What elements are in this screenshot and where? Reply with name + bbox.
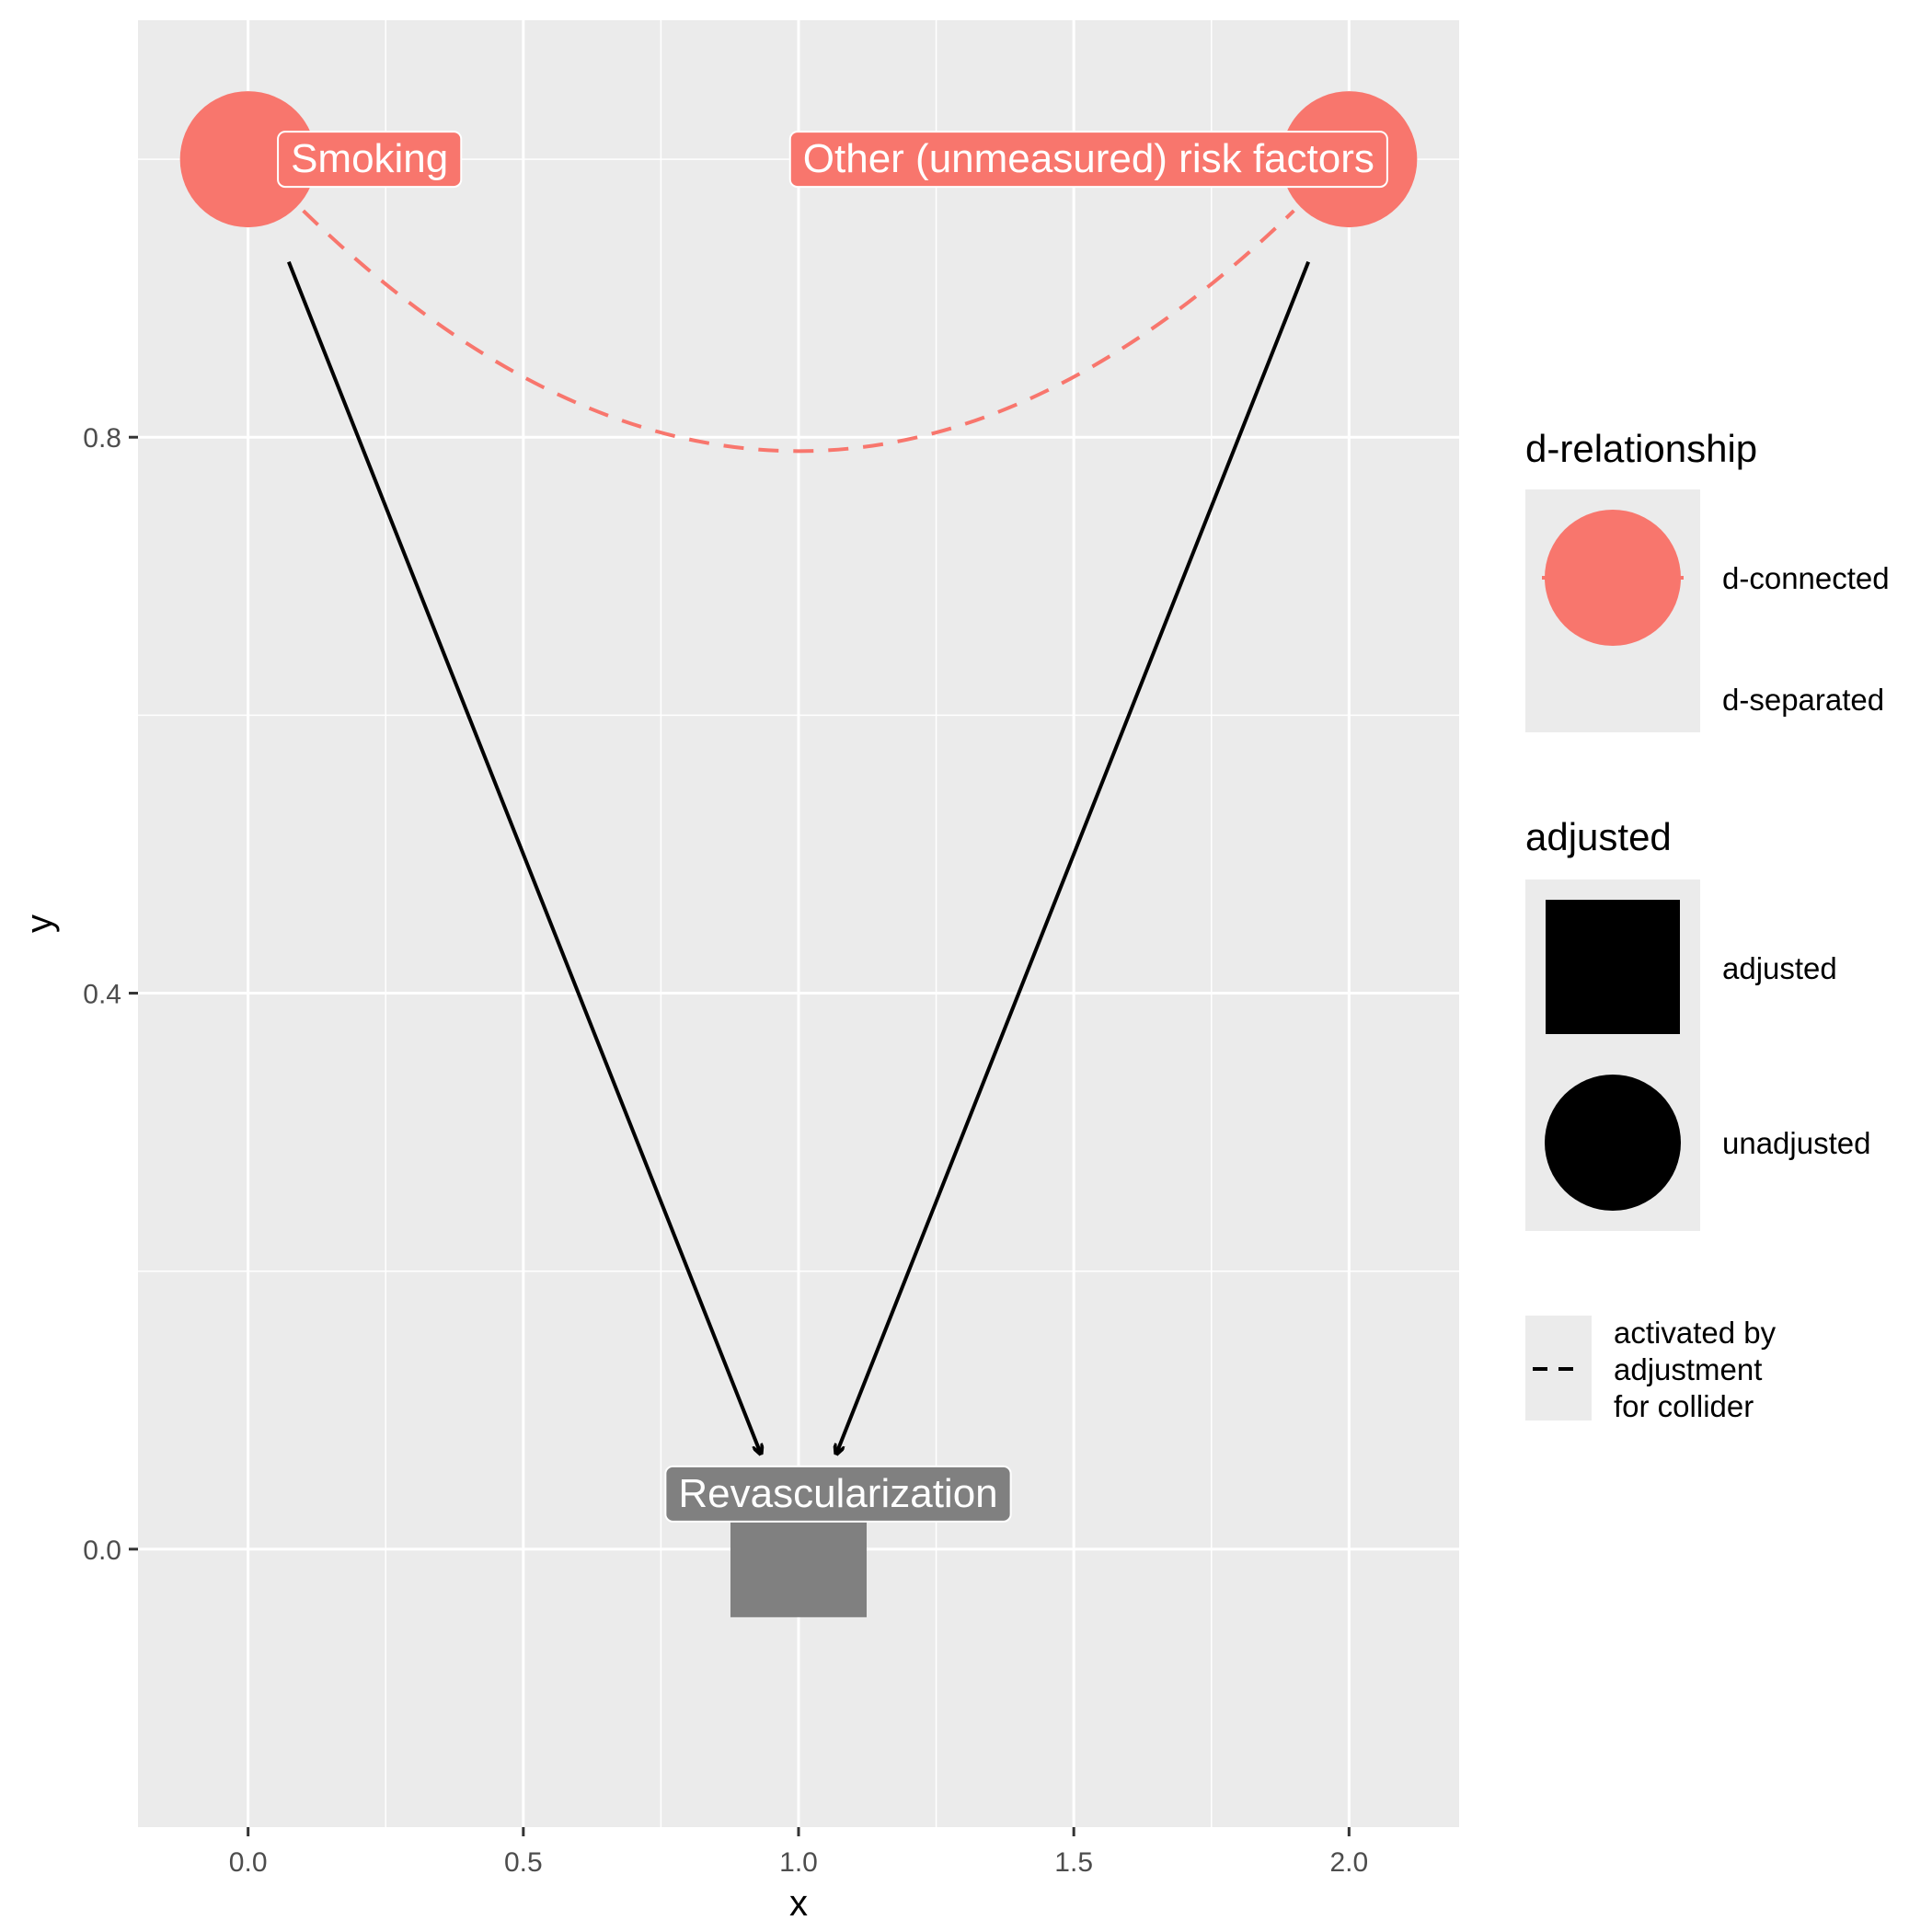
legend-d-connected-label: d-connected: [1722, 561, 1890, 595]
legend-linetype-label-line1: activated by: [1614, 1316, 1777, 1350]
label-smoking: Smoking: [277, 131, 463, 189]
legend-unadjusted-circle-icon: [1545, 1075, 1681, 1211]
edge-other-to-revasc: [836, 260, 1311, 1454]
legend-adjusted-square-icon: [1546, 900, 1680, 1034]
legend-unadjusted-label: unadjusted: [1722, 1126, 1870, 1160]
label-text: Other (unmeasured) risk factors: [803, 136, 1374, 181]
legend-linetype: activated by adjustment for collider: [1525, 1316, 1777, 1423]
legend-adjusted-title: adjusted: [1525, 815, 1672, 858]
dashed-collider-edge: [302, 209, 1295, 454]
legend-d-separated-label: d-separated: [1722, 683, 1884, 717]
legend-d-relationship-title: d-relationship: [1525, 427, 1757, 470]
edge-smoking-to-revasc: [286, 260, 761, 1454]
x-tick-label: 2.0: [1329, 1847, 1368, 1878]
x-axis: 0.0 0.5 1.0 1.5 2.0: [229, 1827, 1368, 1878]
y-tick-label: 0.0: [83, 1535, 121, 1566]
legend-d-connected-circle: [1545, 510, 1681, 646]
label-text: Smoking: [291, 136, 448, 181]
legend-adjusted: adjusted adjusted unadjusted: [1525, 815, 1870, 1231]
x-tick-label: 0.0: [229, 1847, 268, 1878]
legend-linetype-label-line3: for collider: [1614, 1389, 1754, 1423]
label-other: Other (unmeasured) risk factors: [788, 131, 1388, 189]
y-tick-label: 0.4: [83, 980, 121, 1010]
x-axis-title: x: [789, 1883, 808, 1924]
x-tick-label: 0.5: [504, 1847, 543, 1878]
y-axis-title: y: [19, 914, 60, 933]
x-tick-label: 1.0: [779, 1847, 818, 1878]
y-tick-label: 0.8: [83, 423, 121, 454]
label-box: [788, 131, 1388, 189]
node-labels: Smoking Other (unmeasured) risk factors Re…: [277, 131, 1388, 1523]
label-revasc: Revascularization: [664, 1465, 1012, 1523]
x-tick-label: 1.5: [1054, 1847, 1093, 1878]
label-box: [664, 1465, 1012, 1523]
edges: [286, 209, 1311, 1454]
legend-d-relationship: d-relationship d-connected d-separated: [1525, 427, 1890, 732]
label-box: [277, 131, 463, 189]
label-text: Revascularization: [678, 1471, 997, 1516]
legend-linetype-label-line2: adjustment: [1614, 1352, 1762, 1386]
legend-adjusted-label: adjusted: [1722, 951, 1837, 985]
y-axis: 0.0 0.4 0.8: [83, 423, 138, 1566]
node-smoking: [179, 91, 316, 228]
